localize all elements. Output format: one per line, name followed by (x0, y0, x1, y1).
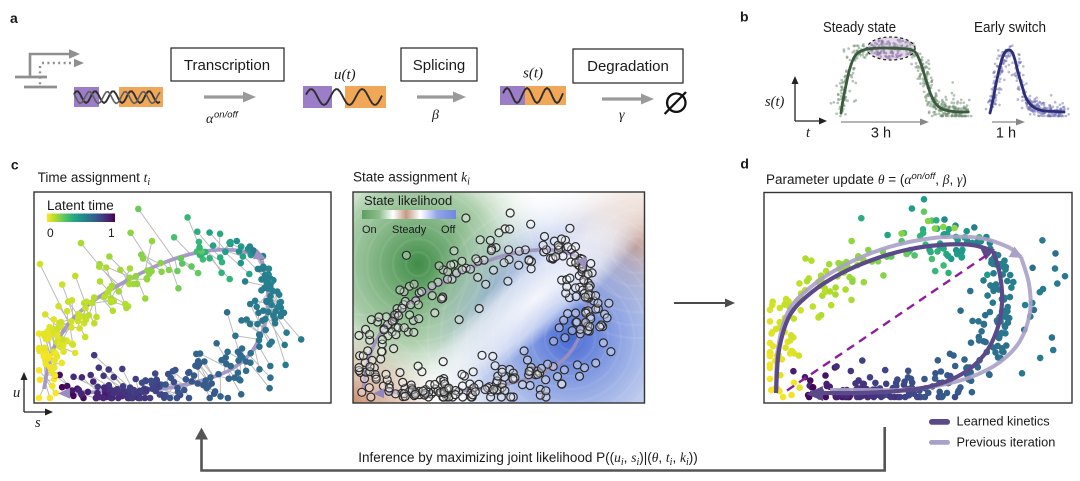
svg-text:a: a (10, 10, 18, 26)
svg-text:s: s (35, 415, 41, 431)
svg-text:Previous iteration: Previous iteration (957, 434, 1056, 449)
svg-text:0: 0 (47, 226, 54, 240)
svg-text:b: b (740, 9, 749, 25)
svg-text:u: u (13, 385, 20, 401)
svg-text:β: β (431, 108, 439, 123)
svg-text:1 h: 1 h (996, 126, 1016, 142)
svg-text:c: c (11, 156, 19, 172)
svg-text:On: On (362, 224, 377, 236)
svg-text:3 h: 3 h (871, 126, 891, 142)
svg-text:Transcription: Transcription (184, 57, 270, 74)
svg-text:Latent time: Latent time (47, 198, 114, 213)
svg-text:u(t): u(t) (334, 67, 356, 83)
svg-text:s(t): s(t) (523, 66, 543, 82)
svg-text:α: α (206, 112, 214, 127)
svg-text:γ: γ (619, 108, 625, 123)
svg-text:d: d (740, 156, 749, 172)
svg-text:Splicing: Splicing (413, 57, 466, 74)
svg-text:Steady: Steady (392, 224, 427, 236)
svg-text:Off: Off (441, 224, 456, 236)
svg-text:on/off: on/off (214, 110, 239, 121)
svg-text:Parameter update θ = (αon/off,: Parameter update θ = (αon/off, β, γ) (766, 171, 967, 187)
svg-text:Early switch: Early switch (974, 20, 1046, 36)
svg-text:Learned kinetics: Learned kinetics (957, 414, 1050, 429)
svg-text:Degradation: Degradation (587, 58, 669, 75)
svg-text:s(t): s(t) (765, 94, 785, 110)
svg-text:1: 1 (108, 226, 115, 240)
svg-text:Steady state: Steady state (823, 20, 896, 36)
svg-text:State likelihood: State likelihood (364, 193, 452, 208)
